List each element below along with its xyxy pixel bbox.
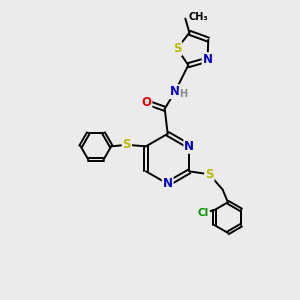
Text: O: O bbox=[142, 96, 152, 109]
Text: S: S bbox=[173, 42, 181, 55]
Text: Cl: Cl bbox=[198, 208, 209, 218]
Text: N: N bbox=[202, 53, 213, 66]
Text: S: S bbox=[205, 168, 214, 181]
Text: S: S bbox=[123, 138, 131, 151]
Text: N: N bbox=[163, 177, 173, 190]
Text: CH₃: CH₃ bbox=[189, 12, 208, 22]
Text: N: N bbox=[170, 85, 180, 98]
Text: N: N bbox=[184, 140, 194, 153]
Text: H: H bbox=[179, 89, 187, 99]
